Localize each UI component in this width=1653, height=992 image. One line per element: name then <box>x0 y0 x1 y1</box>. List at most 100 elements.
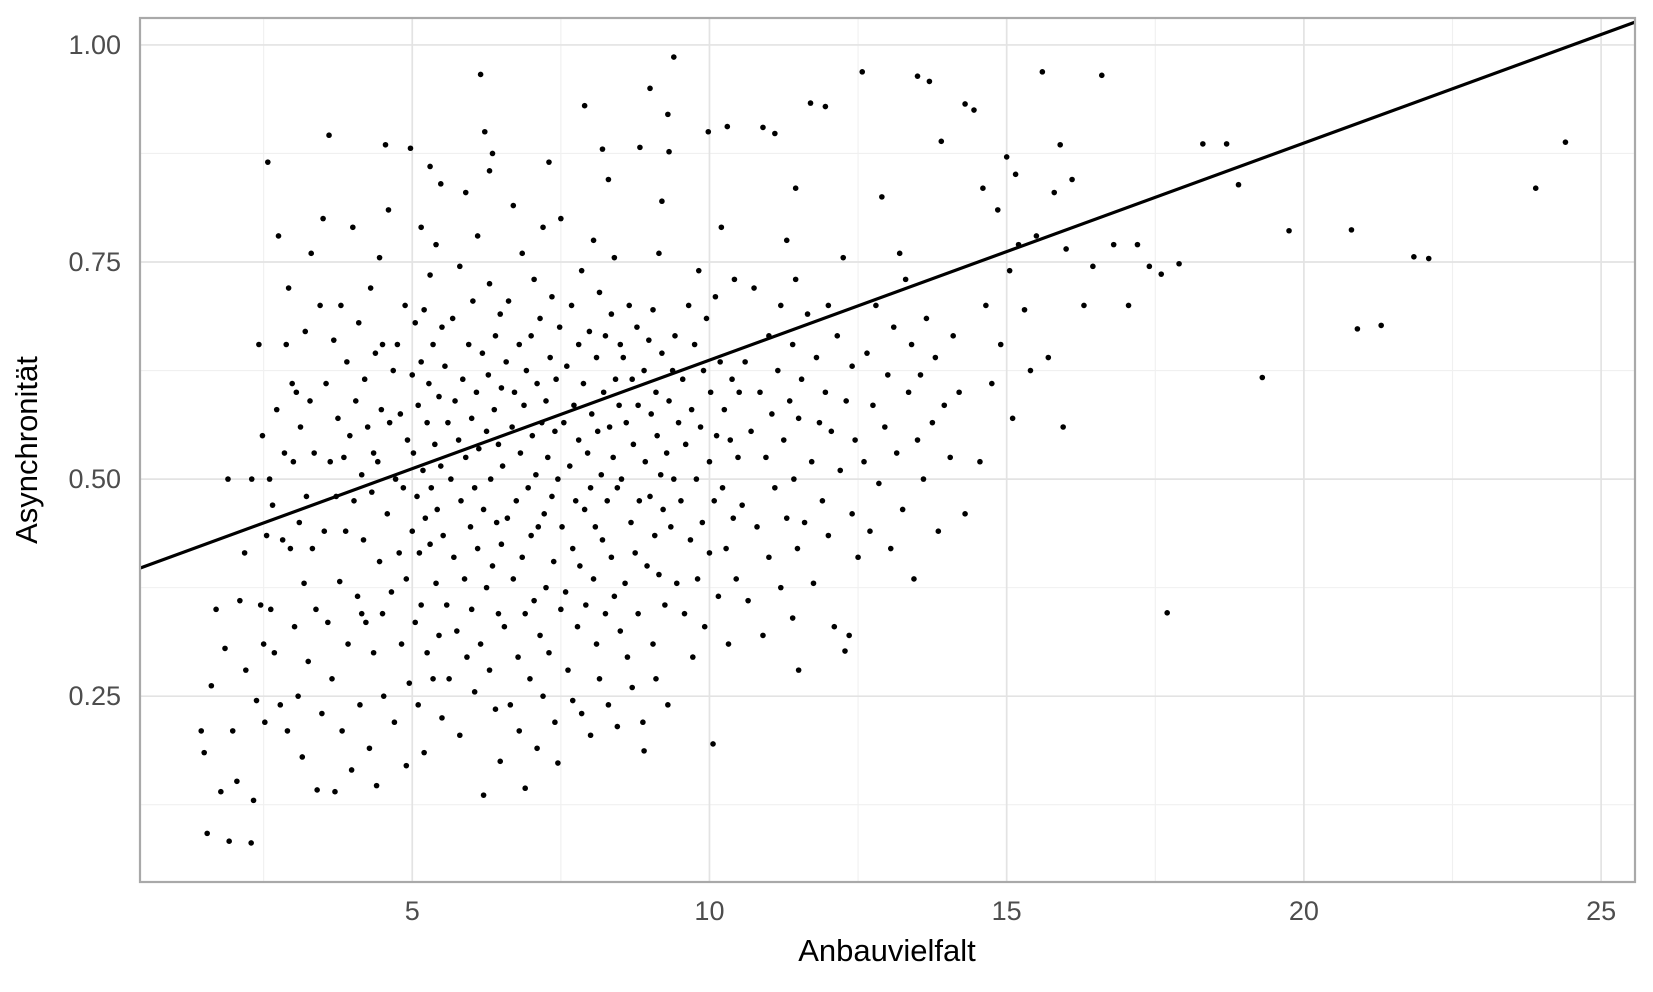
data-point <box>1354 326 1361 332</box>
data-point <box>1060 424 1066 430</box>
data-point <box>451 554 457 561</box>
data-point <box>693 476 700 482</box>
data-point <box>499 463 506 469</box>
data-point <box>602 333 609 339</box>
data-point <box>427 272 433 278</box>
data-point <box>424 649 430 656</box>
data-point <box>558 215 564 222</box>
data-point <box>662 602 668 608</box>
data-point <box>516 341 523 348</box>
data-point <box>920 476 927 482</box>
data-point <box>602 610 609 617</box>
data-point <box>290 458 297 465</box>
data-point <box>594 428 601 435</box>
data-point <box>766 554 772 561</box>
data-point <box>543 398 549 404</box>
data-point <box>710 741 716 747</box>
data-point <box>647 493 653 500</box>
data-point <box>477 641 484 647</box>
data-point <box>218 788 224 795</box>
data-point <box>497 758 504 765</box>
data-point <box>583 602 589 608</box>
data-point <box>712 293 719 300</box>
data-point <box>410 450 417 456</box>
data-point <box>248 840 254 846</box>
data-point <box>642 458 649 465</box>
data-point <box>666 398 672 404</box>
data-point <box>323 380 329 387</box>
data-point <box>1110 241 1117 248</box>
data-point <box>515 654 521 660</box>
data-point <box>533 471 539 478</box>
data-point <box>846 632 852 639</box>
data-point <box>929 419 936 426</box>
data-point <box>509 424 515 430</box>
data-point <box>1235 181 1242 188</box>
data-point <box>730 515 737 521</box>
data-point <box>777 302 784 309</box>
data-point <box>351 497 357 504</box>
data-point <box>1057 141 1063 148</box>
data-point <box>665 111 671 118</box>
data-point <box>719 484 726 491</box>
data-point <box>717 359 723 365</box>
data-point <box>614 484 621 491</box>
trend-line <box>139 20 1636 570</box>
data-point <box>685 302 692 309</box>
data-point <box>434 506 441 513</box>
data-point <box>700 367 707 374</box>
data-point <box>376 558 383 565</box>
panel-border <box>138 16 1637 884</box>
data-point <box>354 593 361 600</box>
data-point <box>763 454 769 461</box>
data-point <box>665 702 671 708</box>
data-point <box>406 680 413 686</box>
data-point <box>398 641 405 647</box>
data-point <box>962 101 968 107</box>
data-point <box>477 71 484 78</box>
data-point <box>941 402 948 409</box>
data-point <box>587 732 594 739</box>
data-point <box>553 376 559 383</box>
data-point <box>262 719 268 726</box>
data-point <box>1411 253 1417 260</box>
data-point <box>626 302 633 309</box>
data-point <box>327 458 334 465</box>
data-point <box>529 432 536 439</box>
data-point <box>822 103 829 110</box>
data-point <box>281 450 288 456</box>
data-point <box>816 419 823 426</box>
data-point <box>641 748 647 754</box>
data-point <box>543 584 549 591</box>
data-point <box>528 532 534 539</box>
data-point <box>416 550 423 556</box>
data-point <box>634 324 640 330</box>
data-point <box>555 476 561 482</box>
data-point <box>1134 241 1141 248</box>
data-point <box>376 254 383 261</box>
data-point <box>604 497 611 504</box>
data-point <box>659 198 665 205</box>
data-point <box>629 684 635 691</box>
data-point <box>882 424 888 430</box>
data-point <box>1562 139 1569 145</box>
data-point <box>352 398 359 404</box>
data-point <box>1425 255 1432 262</box>
data-point <box>794 545 801 552</box>
data-point <box>754 524 760 530</box>
data-point <box>250 797 257 804</box>
data-point <box>476 445 482 452</box>
data-point <box>535 524 542 530</box>
data-point <box>493 519 500 526</box>
data-point <box>859 69 866 75</box>
data-point <box>855 554 861 561</box>
data-point <box>531 597 537 604</box>
data-point <box>617 341 624 348</box>
data-point <box>501 623 508 630</box>
data-point <box>691 341 698 348</box>
data-point <box>226 838 232 844</box>
data-point <box>517 450 524 456</box>
data-point <box>636 497 643 504</box>
data-point <box>439 715 445 721</box>
data-point <box>654 432 660 439</box>
